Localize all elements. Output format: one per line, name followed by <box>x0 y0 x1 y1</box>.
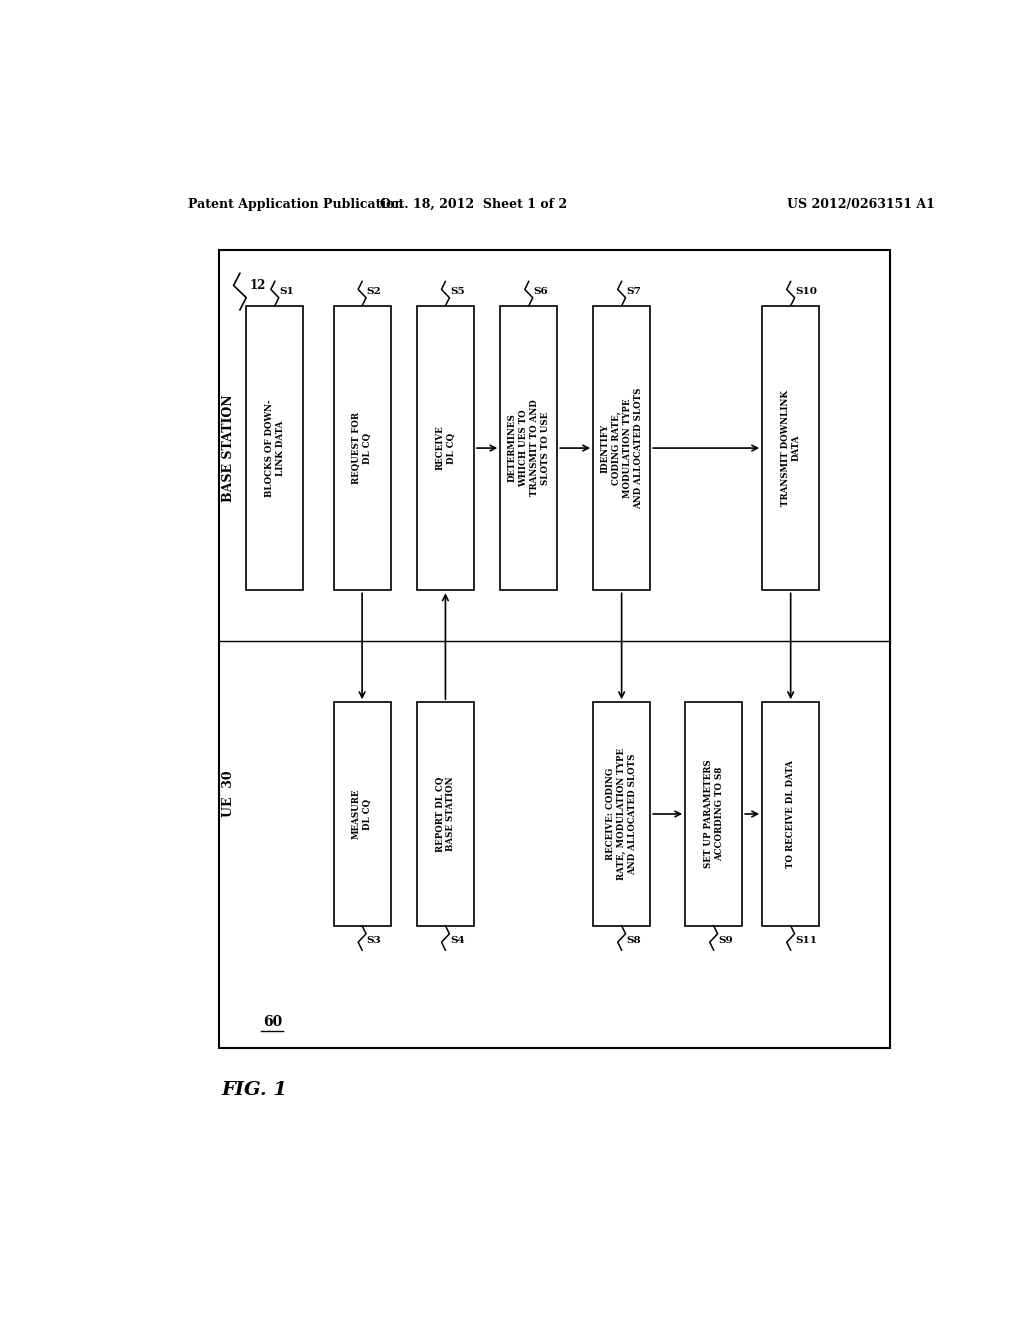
Text: Patent Application Publication: Patent Application Publication <box>187 198 403 211</box>
Text: S10: S10 <box>796 286 817 296</box>
Text: S6: S6 <box>534 286 548 296</box>
Text: 60: 60 <box>263 1015 283 1030</box>
Bar <box>246 306 303 590</box>
Bar <box>593 306 650 590</box>
Text: REQUEST FOR
DL CQ: REQUEST FOR DL CQ <box>352 412 372 484</box>
Bar <box>334 702 391 925</box>
Bar <box>417 702 474 925</box>
Bar <box>417 306 474 590</box>
Text: S11: S11 <box>796 936 817 945</box>
Text: 12: 12 <box>250 279 266 292</box>
Text: RECEIVE: CODING
RATE, MODULATION TYPE
AND ALLOCATED SLOTS: RECEIVE: CODING RATE, MODULATION TYPE AN… <box>606 748 637 880</box>
Bar <box>762 702 819 925</box>
Text: S7: S7 <box>627 286 641 296</box>
Text: US 2012/0263151 A1: US 2012/0263151 A1 <box>786 198 935 211</box>
Text: RECEIVE
DL CQ: RECEIVE DL CQ <box>435 425 456 470</box>
Bar <box>685 702 742 925</box>
Text: S4: S4 <box>451 936 465 945</box>
Text: REPORT DL CQ
BASE STATION: REPORT DL CQ BASE STATION <box>435 776 456 851</box>
Bar <box>219 249 890 1048</box>
Text: DETERMINES
WHICH UES TO
TRANSMIT TO AND
SLOTS TO USE: DETERMINES WHICH UES TO TRANSMIT TO AND … <box>508 400 550 496</box>
Text: S2: S2 <box>367 286 382 296</box>
Text: IDENTIFY
CODING RATE,
MODULATION TYPE
AND ALLOCATED SLOTS: IDENTIFY CODING RATE, MODULATION TYPE AN… <box>600 387 643 508</box>
Text: Oct. 18, 2012  Sheet 1 of 2: Oct. 18, 2012 Sheet 1 of 2 <box>380 198 566 211</box>
Text: S3: S3 <box>367 936 382 945</box>
Text: BLOCKS OF DOWN-
LINK DATA: BLOCKS OF DOWN- LINK DATA <box>265 399 285 496</box>
Text: S9: S9 <box>719 936 733 945</box>
Text: S8: S8 <box>627 936 641 945</box>
Bar <box>762 306 819 590</box>
Text: SET UP PARAMETERS
ACCORDING TO S8: SET UP PARAMETERS ACCORDING TO S8 <box>703 760 724 869</box>
Text: S1: S1 <box>280 286 294 296</box>
Bar <box>500 306 557 590</box>
Text: MEASURE
DL CQ: MEASURE DL CQ <box>352 789 372 840</box>
Text: BASE STATION: BASE STATION <box>222 395 236 502</box>
Text: TRANSMIT DOWNLINK
DATA: TRANSMIT DOWNLINK DATA <box>780 391 801 506</box>
Text: S5: S5 <box>451 286 465 296</box>
Text: TO RECEIVE DL DATA: TO RECEIVE DL DATA <box>786 760 796 869</box>
Bar <box>334 306 391 590</box>
Bar <box>593 702 650 925</box>
Text: UE  30: UE 30 <box>222 771 236 817</box>
Text: FIG. 1: FIG. 1 <box>221 1081 288 1100</box>
